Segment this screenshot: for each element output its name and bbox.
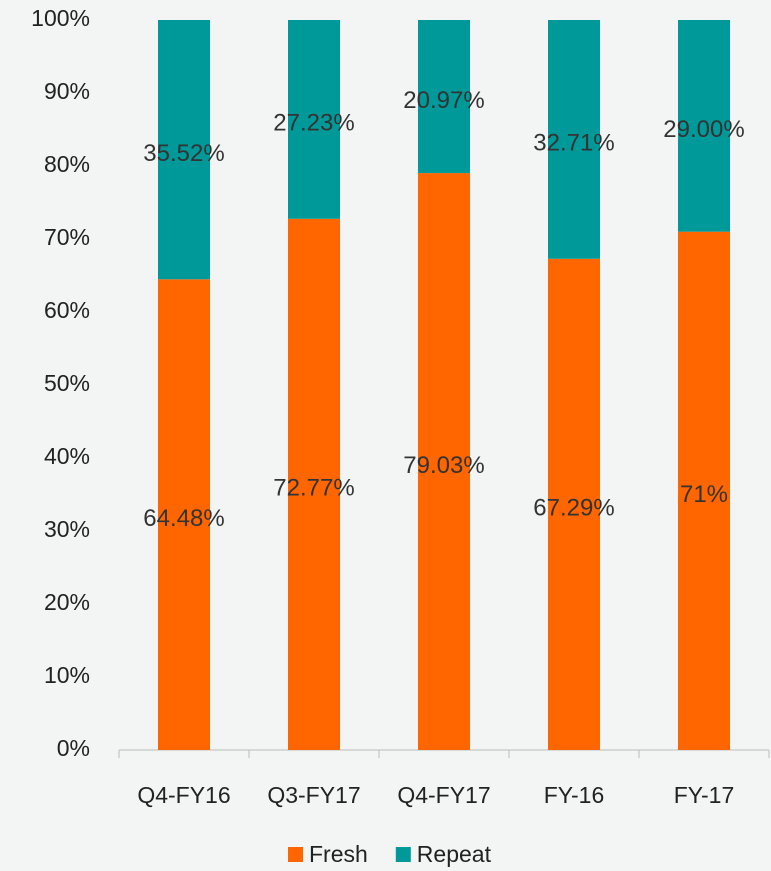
bar-segment bbox=[158, 279, 210, 750]
y-tick-label: 0% bbox=[57, 735, 90, 761]
y-tick-label: 90% bbox=[44, 78, 90, 104]
value-label: 67.29% bbox=[533, 495, 614, 522]
x-tick-label: Q3-FY17 bbox=[267, 782, 360, 808]
bar-segment bbox=[678, 20, 730, 232]
y-tick-label: 70% bbox=[44, 224, 90, 250]
bar-segment bbox=[158, 20, 210, 280]
value-label: 72.77% bbox=[273, 475, 354, 502]
bar-segment bbox=[548, 258, 600, 750]
value-label: 71% bbox=[680, 481, 728, 508]
y-tick-label: 30% bbox=[44, 516, 90, 542]
bar-segment bbox=[548, 20, 600, 259]
value-label: 32.71% bbox=[533, 130, 614, 157]
x-tick-label: Q4-FY16 bbox=[137, 782, 230, 808]
legend-swatch bbox=[288, 847, 303, 862]
y-tick-label: 80% bbox=[44, 151, 90, 177]
x-tick-label: Q4-FY17 bbox=[397, 782, 490, 808]
value-label: 64.48% bbox=[143, 505, 224, 532]
bar-segment bbox=[678, 231, 730, 750]
bar-segment bbox=[418, 20, 470, 174]
legend-label: Repeat bbox=[417, 841, 492, 867]
bar-segment bbox=[288, 20, 340, 219]
legend-swatch bbox=[395, 847, 411, 862]
y-tick-label: 10% bbox=[44, 662, 90, 688]
y-tick-label: 100% bbox=[31, 5, 90, 31]
value-label: 29.00% bbox=[663, 116, 744, 143]
y-tick-label: 20% bbox=[44, 589, 90, 615]
y-tick-label: 60% bbox=[44, 297, 90, 323]
value-label: 27.23% bbox=[273, 110, 354, 137]
y-tick-label: 40% bbox=[44, 443, 90, 469]
bar-segment bbox=[288, 218, 340, 751]
x-tick-label: FY-16 bbox=[544, 782, 605, 808]
y-tick-label: 50% bbox=[44, 370, 90, 396]
x-tick-label: FY-17 bbox=[674, 782, 735, 808]
value-label: 79.03% bbox=[403, 452, 484, 479]
bar-segment bbox=[418, 173, 470, 750]
value-label: 20.97% bbox=[403, 87, 484, 114]
value-label: 35.52% bbox=[143, 140, 224, 167]
legend-label: Fresh bbox=[309, 841, 368, 867]
